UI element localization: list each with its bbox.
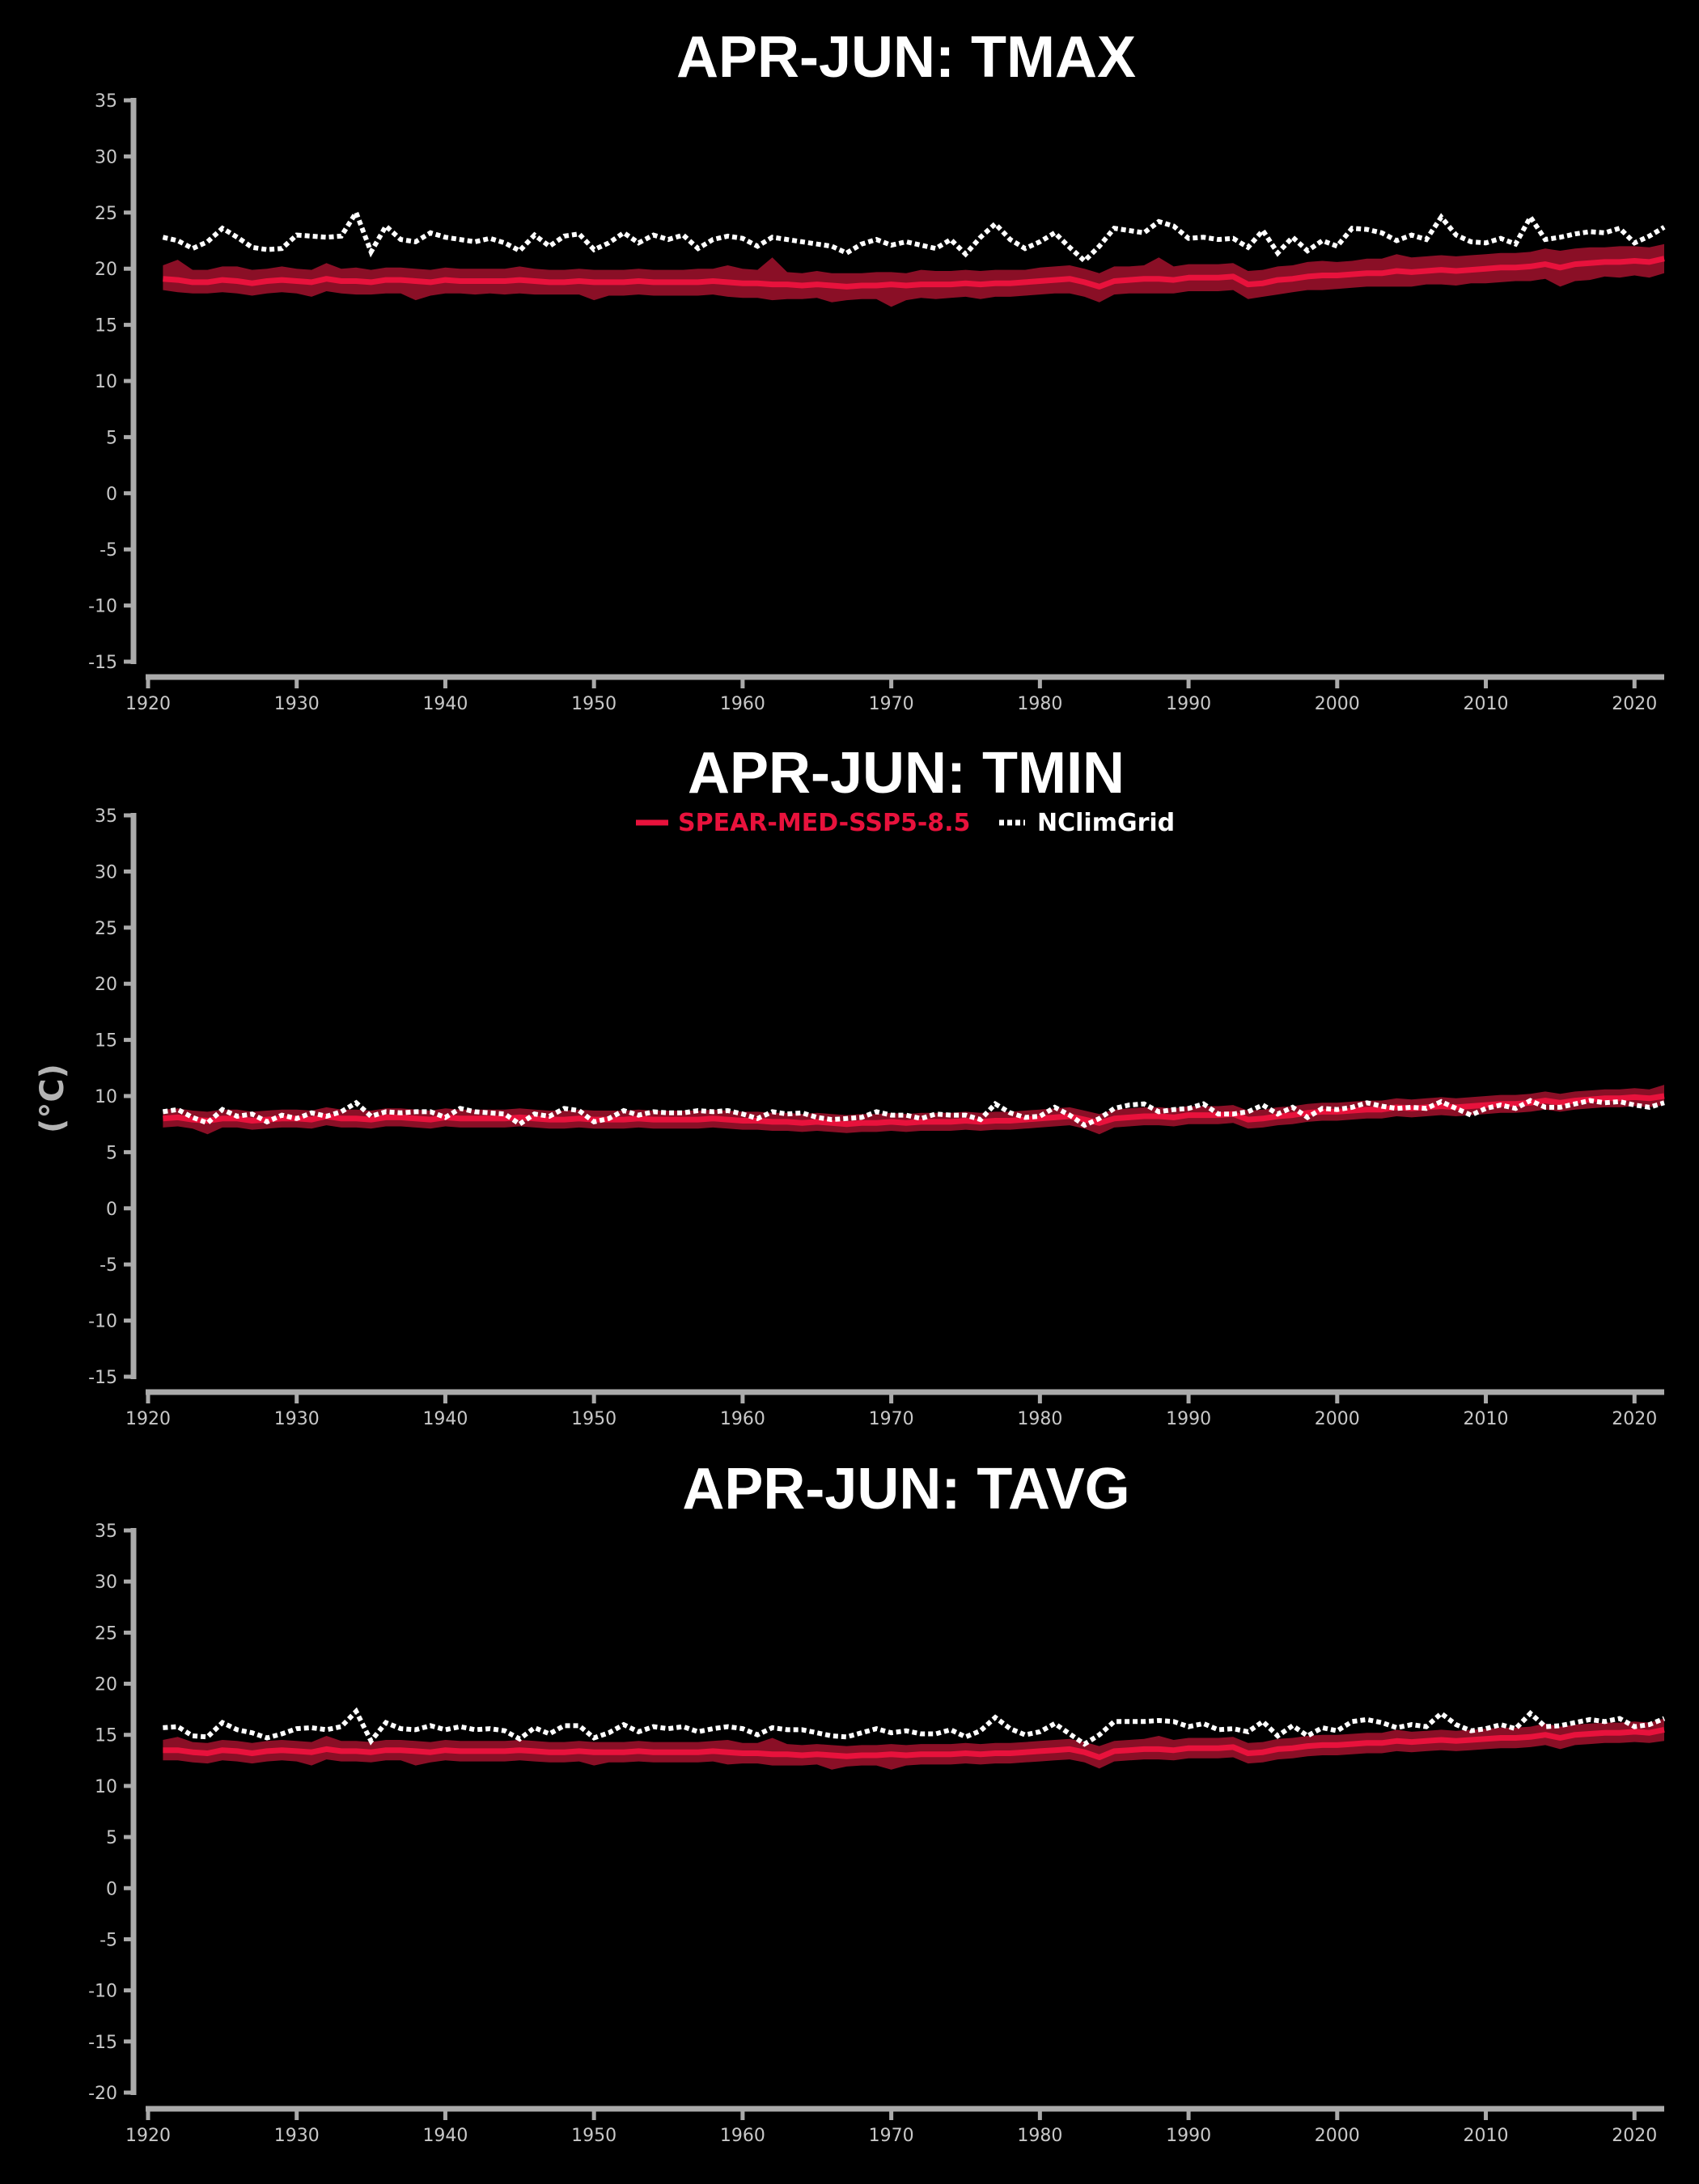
y-tick-label: 0	[106, 485, 117, 505]
y-tick-label: 20	[95, 260, 117, 280]
y-tick-label: 0	[106, 1879, 117, 1899]
y-tick-label: 15	[95, 316, 117, 336]
y-tick-label: -15	[88, 2033, 117, 2053]
x-tick-label: 1990	[1166, 694, 1211, 714]
y-axis-label: (°C)	[34, 1064, 71, 1133]
x-tick-label: 1940	[422, 1409, 468, 1429]
y-tick-label: 25	[95, 1623, 117, 1644]
chart-panel-1: APR-JUN: TMAX -15 -10 -5 0 5 10 15 20 25 30 35 1920 1…	[88, 25, 1666, 714]
model-series-line	[163, 256, 1665, 290]
y-tick-label: 30	[95, 862, 117, 882]
chart-title: APR-JUN: TMAX	[676, 25, 1136, 90]
x-tick-label: 1920	[125, 1409, 171, 1429]
x-tick-label: 1990	[1166, 2126, 1211, 2146]
y-tick-label: 25	[95, 919, 117, 939]
y-tick-label: -5	[100, 540, 117, 561]
y-tick-label: 20	[95, 975, 117, 995]
y-tick-label: 10	[95, 372, 117, 392]
y-tick-label: 15	[95, 1031, 117, 1052]
obs-series-line	[162, 1098, 1665, 1128]
y-tick-label: 30	[95, 1572, 117, 1593]
model-series-line	[163, 1726, 1665, 1760]
y-tick-label: 20	[95, 1675, 117, 1695]
x-tick-label: 1980	[1017, 1409, 1062, 1429]
x-tick-label: 1990	[1166, 1409, 1211, 1429]
x-tick-label: 1950	[571, 1409, 616, 1429]
x-tick-label: 1970	[869, 694, 914, 714]
x-tick-label: 2020	[1612, 2126, 1657, 2146]
obs-series-line	[163, 1707, 1666, 1747]
y-tick-label: -20	[88, 2084, 117, 2104]
x-tick-label: 2010	[1464, 2126, 1509, 2146]
x-tick-label: 1930	[274, 2126, 320, 2146]
legend-model-label: SPEAR-MED-SSP5-8.5	[678, 809, 970, 837]
y-tick-label: 15	[95, 1726, 117, 1746]
x-tick-label: 1930	[274, 1409, 320, 1429]
y-tick-label: 25	[95, 204, 117, 224]
x-tick-label: 1980	[1017, 694, 1062, 714]
y-tick-label: 35	[95, 1522, 117, 1542]
y-tick-label: 35	[95, 91, 117, 112]
x-tick-label: 2010	[1464, 694, 1509, 714]
y-tick-label: -10	[88, 597, 117, 617]
x-tick-label: 1930	[274, 694, 320, 714]
y-tick-label: -15	[88, 653, 117, 673]
x-tick-label: 1970	[869, 2126, 914, 2146]
x-tick-label: 1950	[571, 2126, 616, 2146]
x-tick-label: 1940	[422, 694, 468, 714]
y-tick-label: 10	[95, 1777, 117, 1797]
x-tick-label: 1920	[125, 2126, 171, 2146]
model-spread-band	[163, 243, 1664, 307]
model-spread-band	[163, 1718, 1664, 1770]
legend: SPEAR-MED-SSP5-8.5 NClimGrid	[636, 809, 1175, 837]
x-tick-label: 2000	[1315, 2126, 1360, 2146]
x-tick-label: 1970	[869, 1409, 914, 1429]
chart-title: APR-JUN: TAVG	[682, 1457, 1129, 1522]
x-tick-label: 1960	[720, 2126, 765, 2146]
x-tick-label: 2020	[1612, 1409, 1657, 1429]
x-tick-label: 1950	[571, 694, 616, 714]
y-tick-label: 35	[95, 806, 117, 827]
chart-panel-3: APR-JUN: TAVG -20 -15 -10 -5 0 5 10 15 20 25 30 35 19…	[88, 1457, 1666, 2146]
y-tick-label: 5	[106, 1828, 117, 1848]
y-tick-label: 30	[95, 147, 117, 167]
y-tick-label: -10	[88, 1982, 117, 2002]
x-tick-label: 1960	[720, 1409, 765, 1429]
y-tick-label: -5	[100, 1930, 117, 1950]
legend-obs-label: NClimGrid	[1037, 809, 1175, 837]
x-tick-label: 1920	[125, 694, 171, 714]
x-tick-label: 2020	[1612, 694, 1657, 714]
x-tick-label: 2010	[1464, 1409, 1509, 1429]
y-tick-label: -5	[100, 1255, 117, 1276]
x-tick-label: 2000	[1315, 694, 1360, 714]
x-tick-label: 1960	[720, 694, 765, 714]
y-tick-label: -15	[88, 1368, 117, 1388]
obs-series-line	[162, 207, 1666, 265]
y-tick-label: 5	[106, 428, 117, 448]
x-tick-label: 1940	[422, 2126, 468, 2146]
x-tick-label: 2000	[1315, 1409, 1360, 1429]
chart-title: APR-JUN: TMIN	[688, 741, 1125, 806]
y-tick-label: 10	[95, 1087, 117, 1107]
model-spread-band	[163, 1085, 1664, 1135]
x-tick-label: 1980	[1017, 2126, 1062, 2146]
y-tick-label: -10	[88, 1312, 117, 1332]
y-tick-label: 0	[106, 1200, 117, 1220]
y-tick-label: 5	[106, 1143, 117, 1163]
chart-panel-2: APR-JUN: TMIN -15 -10 -5 0 5 10 15 20 25 30 35 1920 1…	[88, 741, 1665, 1429]
